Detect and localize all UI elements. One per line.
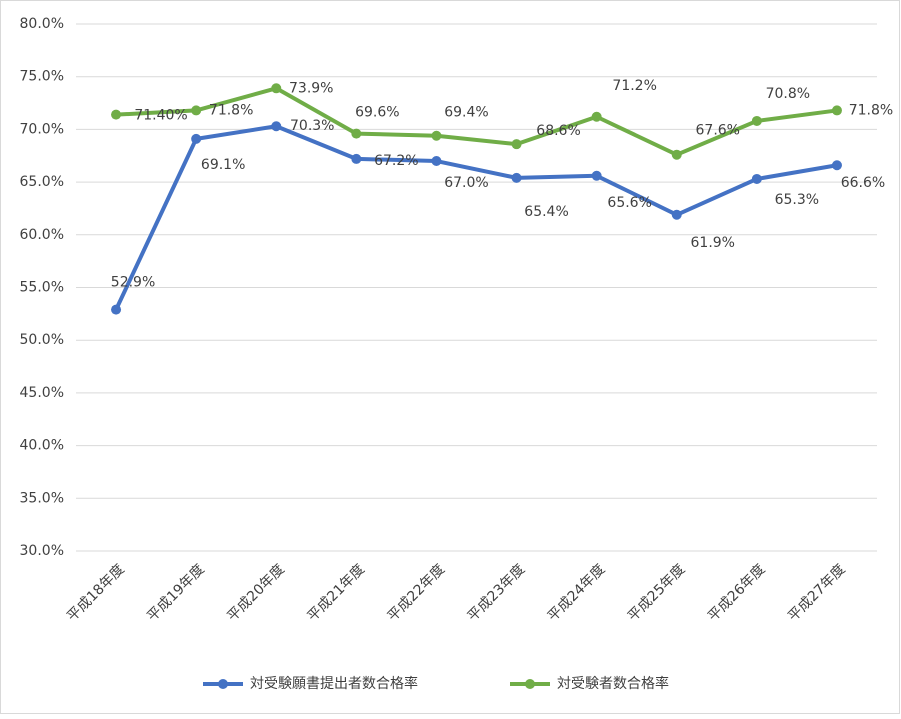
data-label: 71.8% xyxy=(209,102,253,118)
data-label: 61.9% xyxy=(691,235,735,251)
data-label: 65.3% xyxy=(775,192,819,208)
point xyxy=(751,173,762,184)
point xyxy=(671,149,682,160)
y-tick-label: 35.0% xyxy=(20,490,64,506)
data-label: 69.4% xyxy=(444,105,488,121)
point xyxy=(591,170,602,181)
y-tick-label: 40.0% xyxy=(20,438,64,454)
y-tick-label: 65.0% xyxy=(20,174,64,190)
y-tick-label: 80.0% xyxy=(20,16,64,32)
series-line xyxy=(115,86,838,157)
y-tick-label: 50.0% xyxy=(20,332,64,348)
data-label: 66.6% xyxy=(841,175,885,191)
point xyxy=(271,83,282,94)
data-label: 68.6% xyxy=(536,123,580,139)
legend-marker xyxy=(218,679,228,689)
series-line xyxy=(114,124,838,311)
data-label: 67.6% xyxy=(696,123,740,139)
legend-label: 対受験願書提出者数合格率 xyxy=(250,675,418,692)
point xyxy=(191,105,202,116)
point xyxy=(431,156,442,167)
y-tick-label: 30.0% xyxy=(20,543,64,559)
legend-marker xyxy=(525,679,535,689)
y-tick-label: 70.0% xyxy=(20,121,64,137)
y-tick-label: 75.0% xyxy=(20,69,64,85)
data-label: 71.40% xyxy=(134,108,187,124)
point xyxy=(671,209,682,220)
point xyxy=(511,172,522,183)
data-label: 73.9% xyxy=(289,80,333,96)
point xyxy=(431,130,442,141)
y-tick-label: 45.0% xyxy=(20,385,64,401)
data-label: 67.0% xyxy=(444,175,488,191)
data-label: 69.1% xyxy=(201,157,245,173)
point xyxy=(351,153,362,164)
data-label: 69.6% xyxy=(355,105,399,121)
point xyxy=(111,109,122,120)
data-label: 52.9% xyxy=(111,275,155,291)
y-tick-label: 55.0% xyxy=(20,280,64,296)
point xyxy=(271,121,282,132)
point xyxy=(351,128,362,139)
point xyxy=(831,160,842,171)
y-tick-label: 60.0% xyxy=(20,227,64,243)
point xyxy=(191,133,202,144)
point xyxy=(751,115,762,126)
data-label: 65.6% xyxy=(607,195,651,211)
point xyxy=(591,111,602,122)
data-label: 71.8% xyxy=(849,102,893,118)
point xyxy=(511,139,522,150)
data-label: 65.4% xyxy=(524,204,568,220)
point xyxy=(831,105,842,116)
data-label: 71.2% xyxy=(612,78,656,94)
point xyxy=(111,304,122,315)
data-label: 70.8% xyxy=(766,86,810,102)
data-label: 70.3% xyxy=(290,118,334,134)
legend-label: 対受験者数合格率 xyxy=(557,675,669,692)
data-label: 67.2% xyxy=(374,153,418,169)
